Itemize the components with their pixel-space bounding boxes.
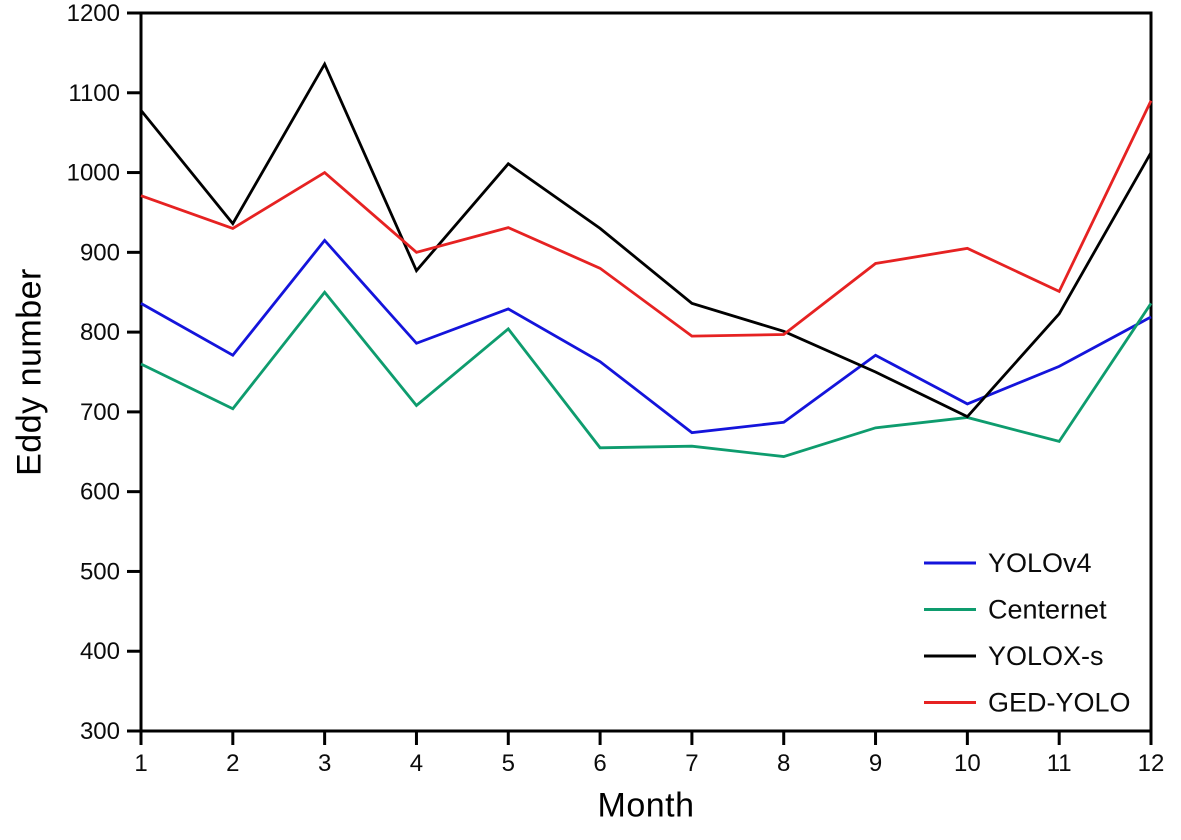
x-tick-label: 11: [1047, 750, 1072, 777]
y-tick-label: 600: [80, 479, 120, 506]
x-tick-label: 7: [685, 750, 698, 777]
x-tick-label: 9: [869, 750, 882, 777]
y-tick-label: 700: [80, 399, 120, 426]
series-line-yolox-s: [139, 60, 1153, 419]
x-tick-label: 4: [410, 750, 423, 777]
x-tick-label: 12: [1138, 750, 1165, 777]
y-tick-label: 1000: [67, 160, 120, 187]
y-tick-label: 900: [80, 239, 120, 266]
x-axis-title: Month: [597, 786, 695, 825]
legend-label-yolov4: YOLOv4: [988, 548, 1092, 578]
y-tick-label: 1200: [67, 0, 120, 27]
x-tick-label: 3: [318, 750, 331, 777]
y-axis-title: Eddy number: [10, 268, 49, 476]
x-tick-label: 2: [226, 750, 239, 777]
series-line-yolov4: [140, 238, 1152, 435]
x-tick-label: 8: [777, 750, 790, 777]
series-line-centernet: [140, 289, 1153, 458]
legend-label-centernet: Centernet: [988, 595, 1107, 625]
x-tick-label: 10: [954, 750, 981, 777]
y-tick-label: 500: [80, 558, 120, 585]
y-tick-label: 400: [80, 638, 120, 665]
x-tick-label: 1: [134, 750, 147, 777]
x-tick-label: 6: [593, 750, 606, 777]
y-tick-label: 800: [80, 319, 120, 346]
legend-label-yolox-s: YOLOX-s: [988, 641, 1104, 671]
legend-label-ged-yolo: GED-YOLO: [988, 688, 1131, 718]
y-tick-label: 1100: [68, 80, 120, 107]
y-tick-label: 300: [80, 718, 120, 745]
x-tick-label: 5: [502, 750, 515, 777]
plot-border: [139, 11, 1153, 733]
series-line-ged-yolo: [140, 100, 1153, 338]
